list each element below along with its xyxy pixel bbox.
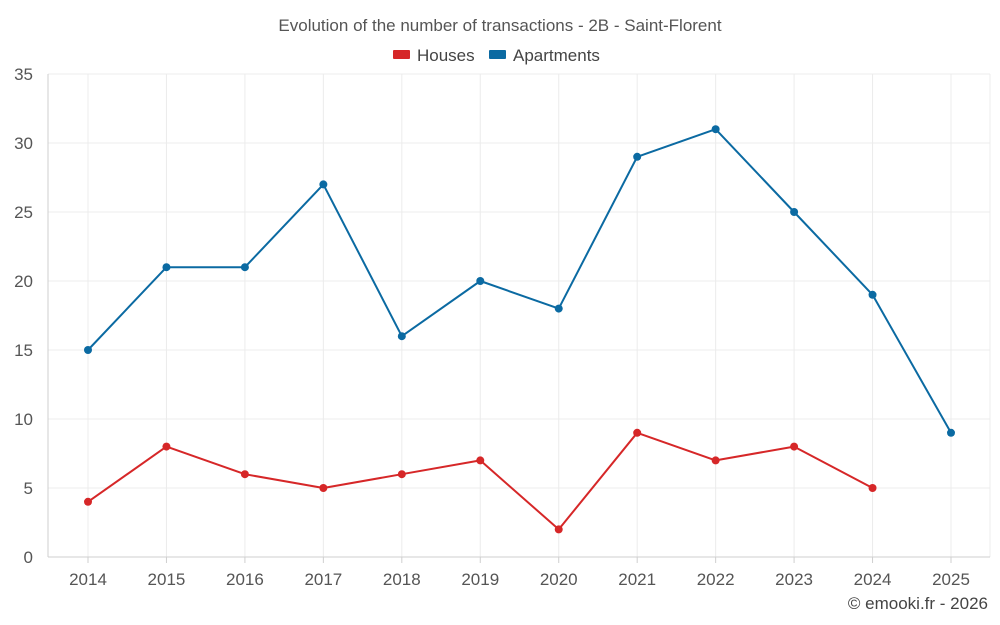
data-point-houses[interactable] — [319, 484, 328, 492]
data-point-apartments[interactable] — [790, 208, 799, 216]
data-point-apartments[interactable] — [319, 180, 328, 189]
data-point-apartments[interactable] — [554, 304, 563, 313]
y-axis-ticks: 0 5 10 15 20 25 30 35 — [14, 65, 33, 567]
data-point-houses[interactable] — [162, 442, 171, 451]
y-tick-label: 15 — [14, 341, 33, 360]
axes — [47, 74, 990, 563]
x-tick-label: 2023 — [775, 570, 813, 589]
legend[interactable]: Houses Apartments — [393, 46, 600, 65]
x-tick-label: 2024 — [854, 570, 892, 589]
data-point-apartments[interactable] — [162, 263, 171, 272]
data-point-apartments[interactable] — [84, 346, 92, 354]
data-point-houses[interactable] — [84, 497, 92, 506]
data-point-houses[interactable] — [397, 470, 406, 479]
legend-label-houses: Houses — [417, 46, 475, 65]
y-tick-label: 35 — [14, 65, 33, 84]
legend-item-houses[interactable]: Houses — [393, 46, 475, 65]
y-tick-label: 30 — [14, 134, 33, 153]
gridlines — [48, 73, 991, 557]
chart-title: Evolution of the number of transactions … — [278, 16, 721, 35]
data-point-houses[interactable] — [711, 456, 720, 465]
legend-item-apartments[interactable]: Apartments — [489, 46, 600, 65]
x-tick-label: 2017 — [304, 570, 342, 589]
legend-swatch-houses — [393, 50, 410, 59]
y-tick-label: 0 — [24, 548, 33, 567]
credit-text: © emooki.fr - 2026 — [848, 594, 988, 613]
x-axis-ticks: 2014 2015 2016 2017 2018 2019 2020 2021 2022 2023… — [69, 570, 970, 589]
data-point-houses[interactable] — [240, 470, 249, 479]
data-point-apartments[interactable] — [633, 152, 642, 161]
x-tick-label: 2020 — [540, 570, 578, 589]
series — [84, 125, 955, 534]
x-tick-label: 2014 — [69, 570, 107, 589]
legend-swatch-apartments — [489, 50, 506, 59]
data-point-apartments[interactable] — [868, 290, 877, 299]
data-point-apartments[interactable] — [947, 428, 955, 437]
y-tick-label: 10 — [14, 410, 33, 429]
x-tick-label: 2016 — [226, 570, 264, 589]
data-point-houses[interactable] — [633, 428, 642, 437]
data-point-apartments[interactable] — [476, 277, 485, 285]
data-point-apartments[interactable] — [711, 125, 720, 134]
data-point-apartments[interactable] — [397, 332, 406, 341]
x-tick-label: 2018 — [383, 570, 421, 589]
x-tick-label: 2015 — [148, 570, 186, 589]
y-tick-label: 20 — [14, 272, 33, 291]
data-point-apartments[interactable] — [240, 263, 249, 272]
data-point-houses[interactable] — [868, 484, 877, 492]
data-point-houses[interactable] — [790, 442, 799, 451]
legend-label-apartments: Apartments — [513, 46, 600, 65]
x-tick-label: 2021 — [618, 570, 656, 589]
series-line-apartments — [87, 128, 952, 434]
series-apartments — [84, 125, 955, 437]
series-houses — [84, 428, 877, 534]
x-tick-label: 2025 — [932, 570, 970, 589]
y-tick-label: 25 — [14, 203, 33, 222]
y-tick-label: 5 — [24, 479, 33, 498]
x-tick-label: 2022 — [697, 570, 735, 589]
data-point-houses[interactable] — [476, 456, 485, 465]
x-tick-label: 2019 — [461, 570, 499, 589]
data-point-houses[interactable] — [554, 525, 563, 534]
